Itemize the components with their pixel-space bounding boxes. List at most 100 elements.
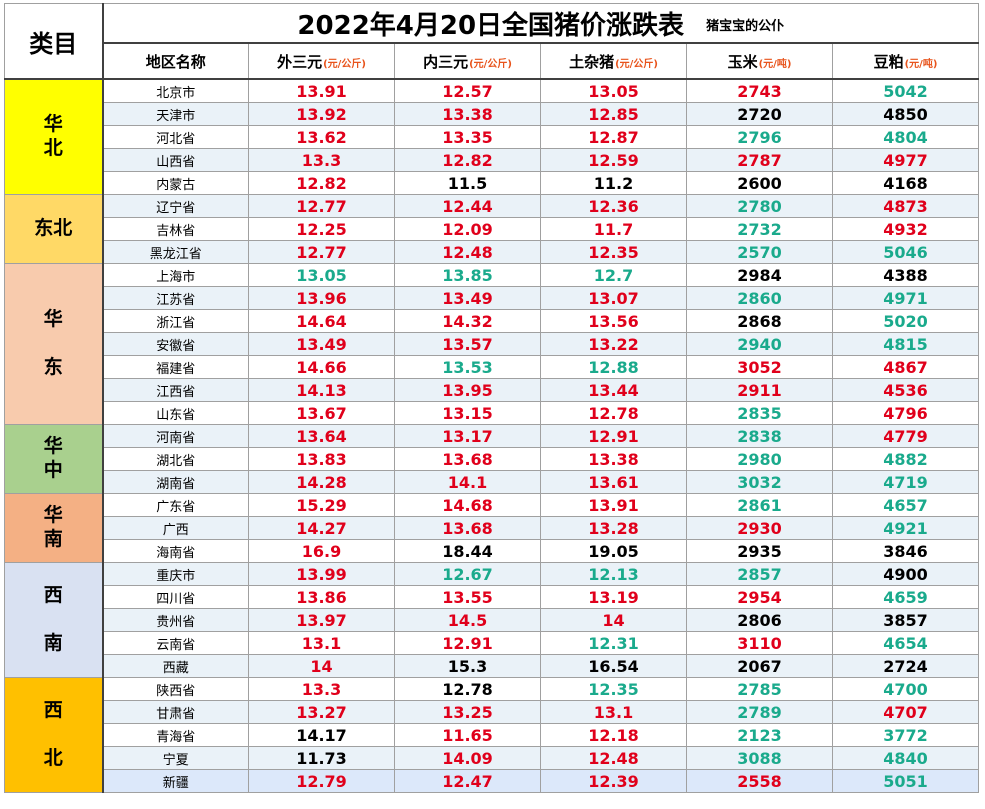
province-cell[interactable]: 山西省 — [102, 148, 249, 172]
price-cell[interactable]: 2780 — [686, 194, 833, 218]
region-cell[interactable]: 华 中 — [4, 424, 104, 494]
price-cell[interactable]: 13.53 — [394, 355, 541, 379]
price-cell[interactable]: 13.95 — [394, 378, 541, 402]
price-cell[interactable]: 12.09 — [394, 217, 541, 241]
province-cell[interactable]: 云南省 — [102, 631, 249, 655]
price-cell[interactable]: 15.29 — [248, 493, 395, 517]
price-cell[interactable]: 4779 — [832, 424, 979, 448]
province-cell[interactable]: 北京市 — [102, 78, 249, 103]
price-cell[interactable]: 14.17 — [248, 723, 395, 747]
column-header-5[interactable]: 豆粕(元/吨) — [832, 42, 979, 80]
price-cell[interactable]: 2861 — [686, 493, 833, 517]
price-cell[interactable]: 3110 — [686, 631, 833, 655]
price-cell[interactable]: 11.65 — [394, 723, 541, 747]
province-cell[interactable]: 四川省 — [102, 585, 249, 609]
price-cell[interactable]: 12.88 — [540, 355, 687, 379]
price-cell[interactable]: 13.83 — [248, 447, 395, 471]
province-cell[interactable]: 青海省 — [102, 723, 249, 747]
province-cell[interactable]: 上海市 — [102, 263, 249, 287]
price-cell[interactable]: 14.13 — [248, 378, 395, 402]
price-cell[interactable]: 3857 — [832, 608, 979, 632]
price-cell[interactable]: 4932 — [832, 217, 979, 241]
price-cell[interactable]: 4867 — [832, 355, 979, 379]
price-cell[interactable]: 4719 — [832, 470, 979, 494]
province-cell[interactable]: 安徽省 — [102, 332, 249, 356]
province-cell[interactable]: 海南省 — [102, 539, 249, 563]
price-cell[interactable]: 12.91 — [540, 424, 687, 448]
price-cell[interactable]: 2911 — [686, 378, 833, 402]
province-cell[interactable]: 福建省 — [102, 355, 249, 379]
price-cell[interactable]: 13.25 — [394, 700, 541, 724]
price-cell[interactable]: 13.3 — [248, 148, 395, 172]
price-cell[interactable]: 14.68 — [394, 493, 541, 517]
price-cell[interactable]: 4815 — [832, 332, 979, 356]
province-cell[interactable]: 广东省 — [102, 493, 249, 517]
price-cell[interactable]: 13.49 — [394, 286, 541, 310]
price-cell[interactable]: 2720 — [686, 102, 833, 126]
price-cell[interactable]: 5020 — [832, 309, 979, 333]
price-cell[interactable]: 12.7 — [540, 263, 687, 287]
price-cell[interactable]: 4659 — [832, 585, 979, 609]
price-cell[interactable]: 12.47 — [394, 769, 541, 793]
province-cell[interactable]: 重庆市 — [102, 562, 249, 586]
price-cell[interactable]: 13.91 — [540, 493, 687, 517]
province-cell[interactable]: 湖南省 — [102, 470, 249, 494]
price-cell[interactable]: 14.66 — [248, 355, 395, 379]
price-cell[interactable]: 13.86 — [248, 585, 395, 609]
price-cell[interactable]: 12.44 — [394, 194, 541, 218]
price-cell[interactable]: 13.68 — [394, 516, 541, 540]
price-cell[interactable]: 18.44 — [394, 539, 541, 563]
price-cell[interactable]: 13.15 — [394, 401, 541, 425]
price-cell[interactable]: 2789 — [686, 700, 833, 724]
price-cell[interactable]: 12.85 — [540, 102, 687, 126]
province-cell[interactable]: 浙江省 — [102, 309, 249, 333]
price-cell[interactable]: 2935 — [686, 539, 833, 563]
price-cell[interactable]: 13.1 — [248, 631, 395, 655]
price-cell[interactable]: 14.27 — [248, 516, 395, 540]
price-cell[interactable]: 14.32 — [394, 309, 541, 333]
price-cell[interactable]: 14.1 — [394, 470, 541, 494]
price-cell[interactable]: 13.68 — [394, 447, 541, 471]
price-cell[interactable]: 14 — [540, 608, 687, 632]
price-cell[interactable]: 13.27 — [248, 700, 395, 724]
price-cell[interactable]: 2835 — [686, 401, 833, 425]
title-cell[interactable]: 2022年4月20日全国猪价涨跌表 猪宝宝的公仆 — [102, 3, 979, 44]
price-cell[interactable]: 12.18 — [540, 723, 687, 747]
price-cell[interactable]: 12.78 — [394, 677, 541, 701]
price-cell[interactable]: 4804 — [832, 125, 979, 149]
region-cell[interactable]: 西 南 — [4, 562, 104, 678]
price-cell[interactable]: 4971 — [832, 286, 979, 310]
price-cell[interactable]: 13.38 — [540, 447, 687, 471]
price-cell[interactable]: 13.19 — [540, 585, 687, 609]
price-cell[interactable]: 12.36 — [540, 194, 687, 218]
price-cell[interactable]: 2796 — [686, 125, 833, 149]
column-header-2[interactable]: 内三元(元/公斤) — [394, 42, 541, 80]
price-cell[interactable]: 4882 — [832, 447, 979, 471]
province-cell[interactable]: 西藏 — [102, 654, 249, 678]
column-header-3[interactable]: 土杂猪(元/公斤) — [540, 42, 687, 80]
province-cell[interactable]: 贵州省 — [102, 608, 249, 632]
province-cell[interactable]: 江苏省 — [102, 286, 249, 310]
price-cell[interactable]: 15.3 — [394, 654, 541, 678]
price-cell[interactable]: 2930 — [686, 516, 833, 540]
price-cell[interactable]: 2123 — [686, 723, 833, 747]
price-cell[interactable]: 13.85 — [394, 263, 541, 287]
price-cell[interactable]: 4536 — [832, 378, 979, 402]
province-cell[interactable]: 陕西省 — [102, 677, 249, 701]
province-cell[interactable]: 内蒙古 — [102, 171, 249, 195]
price-cell[interactable]: 12.77 — [248, 240, 395, 264]
region-cell[interactable]: 华 北 — [4, 78, 104, 195]
price-cell[interactable]: 13.35 — [394, 125, 541, 149]
price-cell[interactable]: 13.61 — [540, 470, 687, 494]
price-cell[interactable]: 13.67 — [248, 401, 395, 425]
price-cell[interactable]: 12.48 — [394, 240, 541, 264]
column-header-1[interactable]: 外三元(元/公斤) — [248, 42, 395, 80]
price-cell[interactable]: 14 — [248, 654, 395, 678]
price-cell[interactable]: 5046 — [832, 240, 979, 264]
price-cell[interactable]: 12.25 — [248, 217, 395, 241]
price-cell[interactable]: 11.73 — [248, 746, 395, 770]
price-cell[interactable]: 13.3 — [248, 677, 395, 701]
province-cell[interactable]: 辽宁省 — [102, 194, 249, 218]
price-cell[interactable]: 16.9 — [248, 539, 395, 563]
price-cell[interactable]: 13.56 — [540, 309, 687, 333]
